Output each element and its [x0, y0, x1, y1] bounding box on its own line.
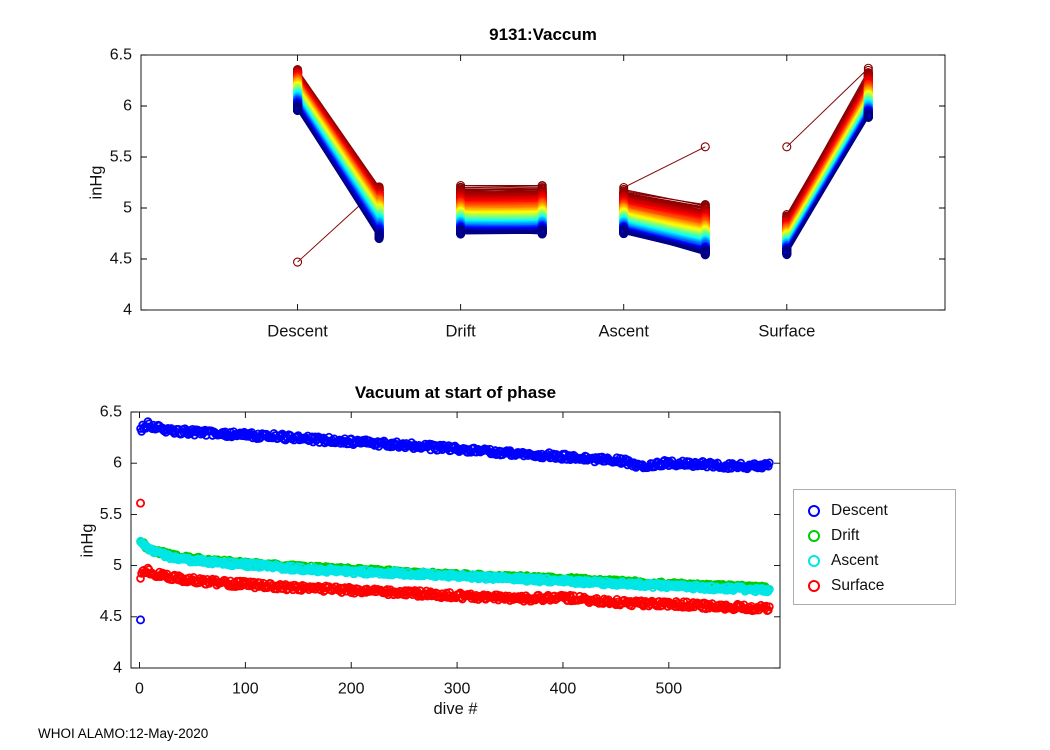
drift-marker-icon — [808, 529, 820, 542]
legend: Descent Drift Ascent Surface — [793, 489, 956, 605]
legend-label-surface: Surface — [831, 576, 885, 594]
top-chart-ylabel: inHg — [82, 55, 112, 310]
surface-marker-icon — [808, 579, 820, 592]
bottom-chart-ylabel-text: inHg — [78, 523, 97, 557]
footer-watermark: WHOI ALAMO:12-May-2020 — [38, 726, 209, 741]
legend-item-drift: Drift — [808, 523, 955, 548]
ascent-marker-icon — [808, 554, 820, 567]
legend-item-descent: Descent — [808, 498, 955, 523]
bottom-chart-ylabel: inHg — [73, 412, 103, 668]
legend-item-surface: Surface — [808, 573, 955, 598]
descent-marker-icon — [808, 504, 820, 517]
legend-item-ascent: Ascent — [808, 548, 955, 573]
top-chart-ylabel-text: inHg — [87, 165, 106, 200]
legend-label-drift: Drift — [831, 526, 860, 544]
bottom-chart-xlabel: dive # — [433, 700, 478, 718]
legend-label-ascent: Ascent — [831, 551, 879, 569]
top-chart-title: 9131:Vaccum — [489, 25, 597, 44]
bottom-chart-title: Vacuum at start of phase — [354, 383, 557, 402]
legend-label-descent: Descent — [831, 501, 888, 519]
